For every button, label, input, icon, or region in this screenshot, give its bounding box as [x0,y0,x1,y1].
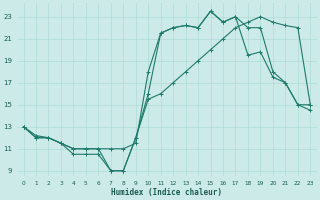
X-axis label: Humidex (Indice chaleur): Humidex (Indice chaleur) [111,188,222,197]
